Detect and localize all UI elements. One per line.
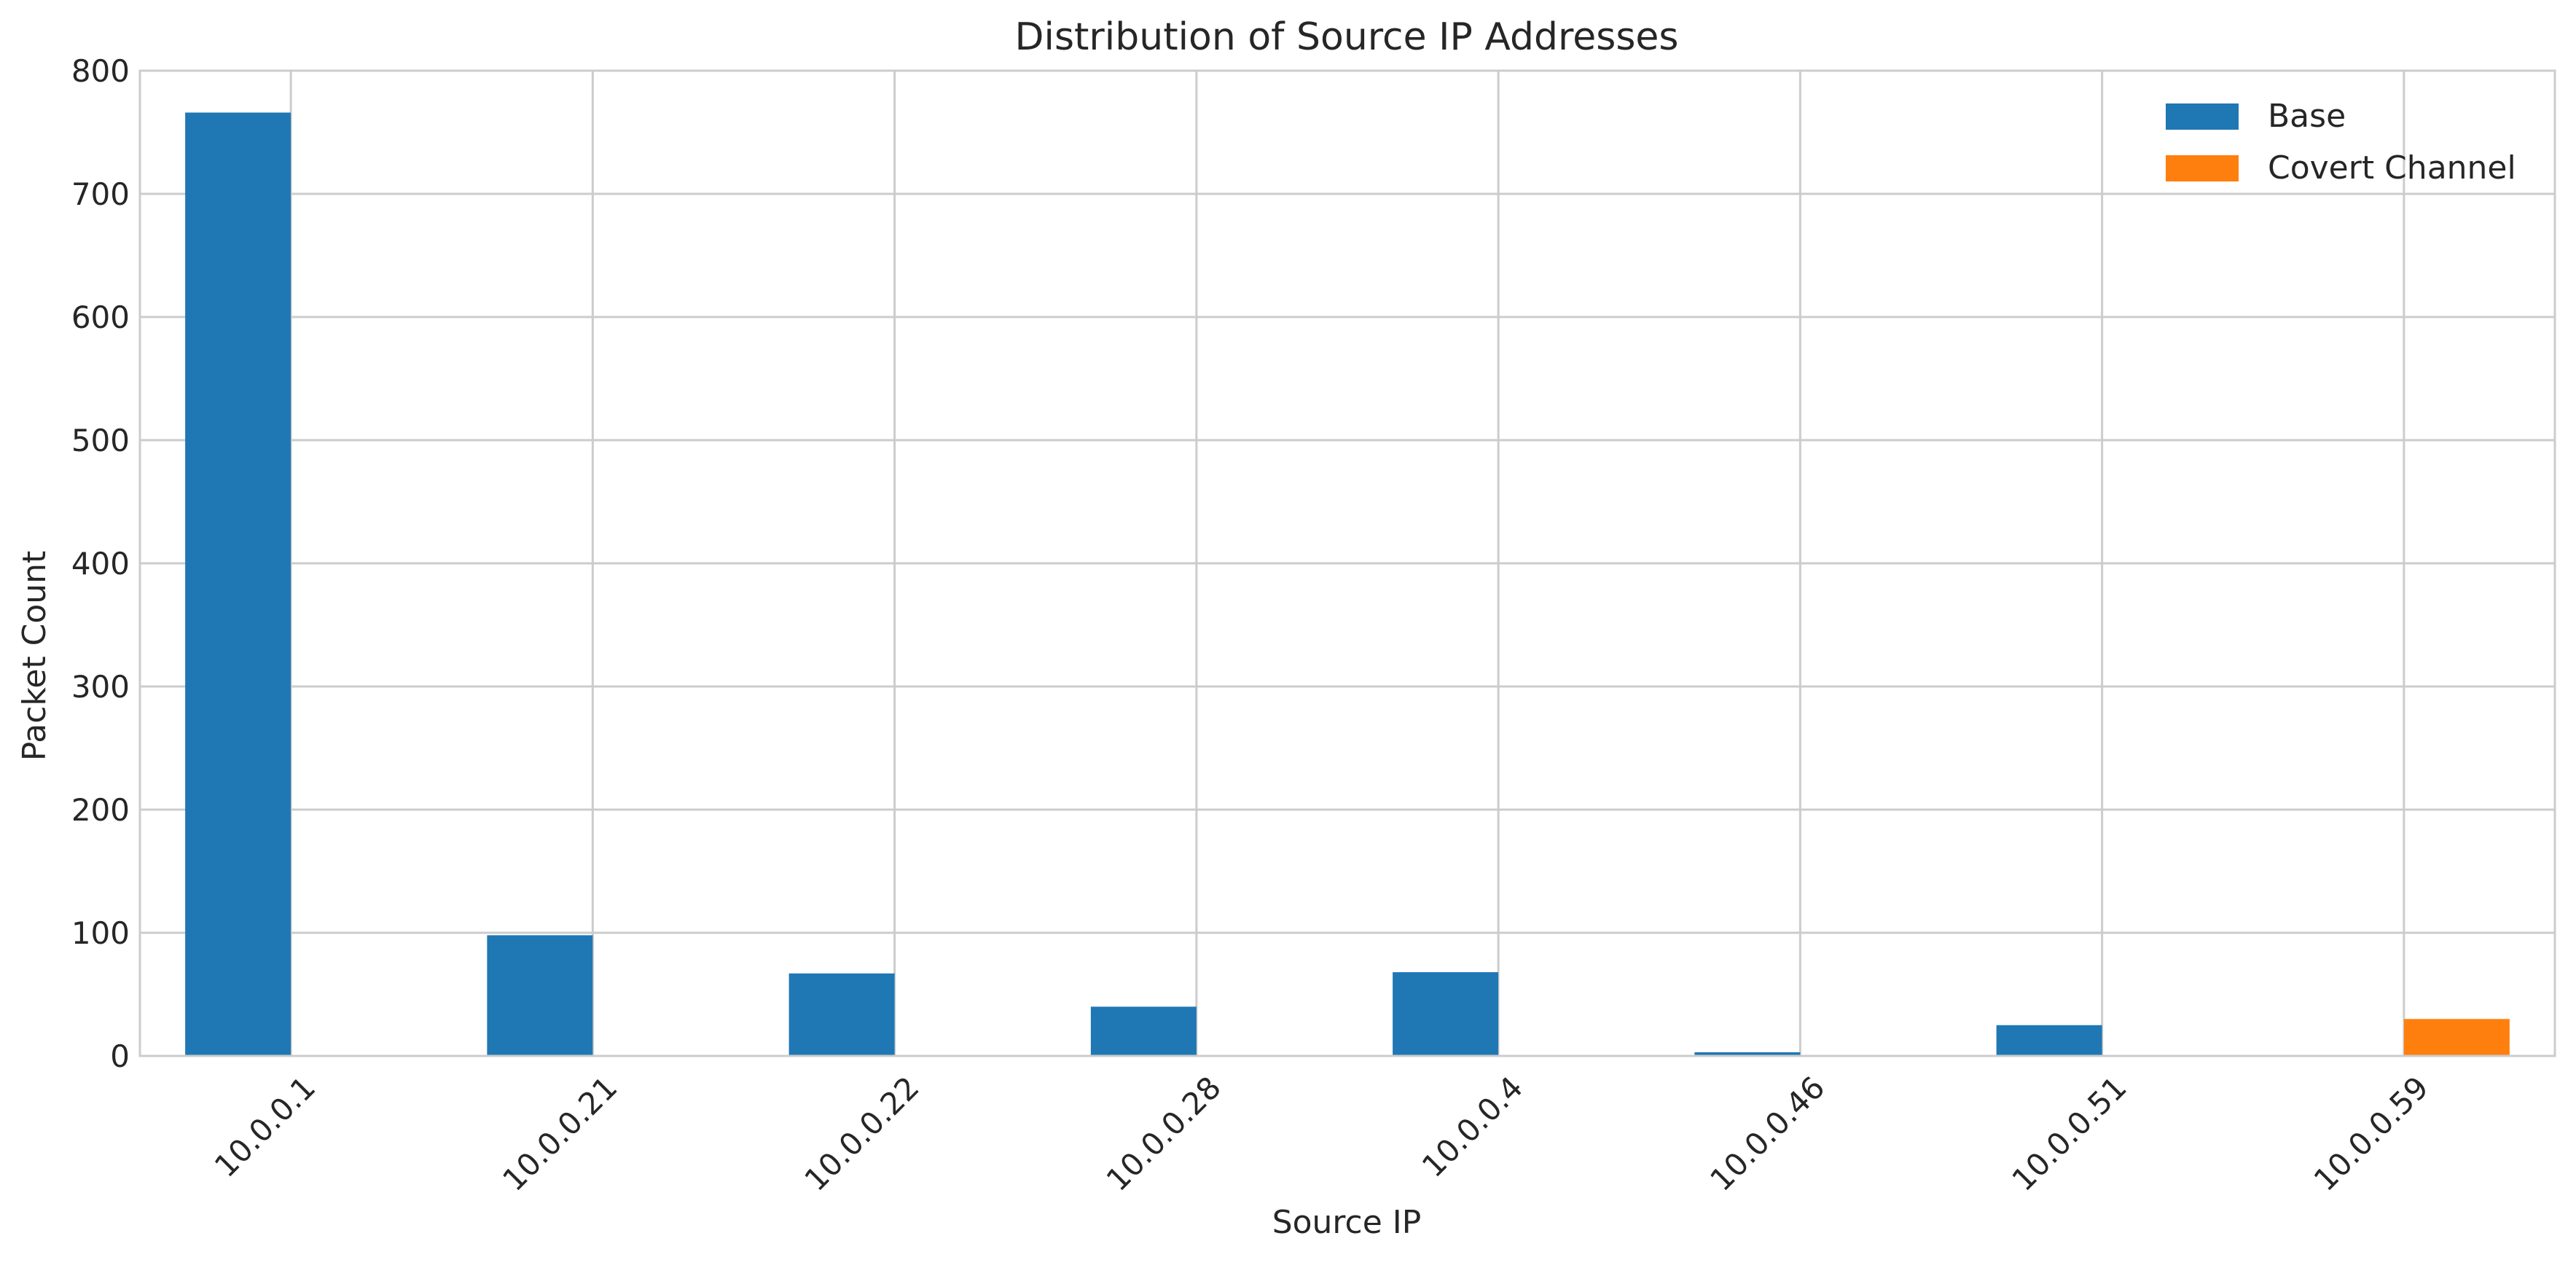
- bars: [185, 112, 2510, 1057]
- legend-swatch: [2166, 103, 2239, 130]
- y-tick-label: 0: [110, 1038, 130, 1074]
- bar-covert-channel: [2403, 1019, 2510, 1056]
- x-tick-label: 10.0.0.1: [208, 1069, 322, 1183]
- x-tick-label: 10.0.0.46: [1703, 1069, 1831, 1197]
- grid: [140, 69, 2555, 1057]
- x-tick-label: 10.0.0.22: [797, 1069, 925, 1197]
- y-tick-label: 200: [71, 792, 130, 828]
- y-tick-label: 400: [71, 546, 130, 582]
- bar-base: [1694, 1052, 1801, 1056]
- y-tick-labels: 0 100 200 300 400 500 600 700 800: [71, 53, 130, 1074]
- bar-base: [487, 935, 593, 1056]
- x-tick-label: 10.0.0.59: [2307, 1069, 2435, 1197]
- y-tick-label: 800: [71, 53, 130, 89]
- y-tick-label: 600: [71, 300, 130, 335]
- y-tick-label: 500: [71, 423, 130, 458]
- plot-frame: [138, 69, 2556, 1057]
- x-tick-label: 10.0.0.28: [1100, 1069, 1228, 1197]
- bar-base: [185, 112, 291, 1057]
- bar-base: [788, 973, 895, 1056]
- bar-base: [1393, 972, 1499, 1056]
- x-tick-label: 10.0.0.21: [496, 1069, 624, 1197]
- legend-label: Base: [2268, 98, 2346, 135]
- bar-base: [1090, 1006, 1197, 1056]
- legend: Base Covert Channel: [2166, 98, 2516, 187]
- y-tick-label: 700: [71, 176, 130, 212]
- x-tick-label: 10.0.0.4: [1415, 1069, 1530, 1183]
- bar-base: [1996, 1025, 2102, 1056]
- y-tick-label: 300: [71, 669, 130, 705]
- legend-swatch: [2166, 155, 2239, 181]
- chart-title: Distribution of Source IP Addresses: [1014, 15, 1678, 59]
- x-tick-label: 10.0.0.51: [2005, 1069, 2133, 1197]
- x-axis-label: Source IP: [1272, 1204, 1422, 1241]
- y-axis-label: Packet Count: [16, 551, 53, 762]
- legend-label: Covert Channel: [2268, 149, 2516, 187]
- x-tick-labels: 10.0.0.1 10.0.0.21 10.0.0.22 10.0.0.28 10.0.…: [208, 1069, 2435, 1197]
- y-tick-label: 100: [71, 915, 130, 951]
